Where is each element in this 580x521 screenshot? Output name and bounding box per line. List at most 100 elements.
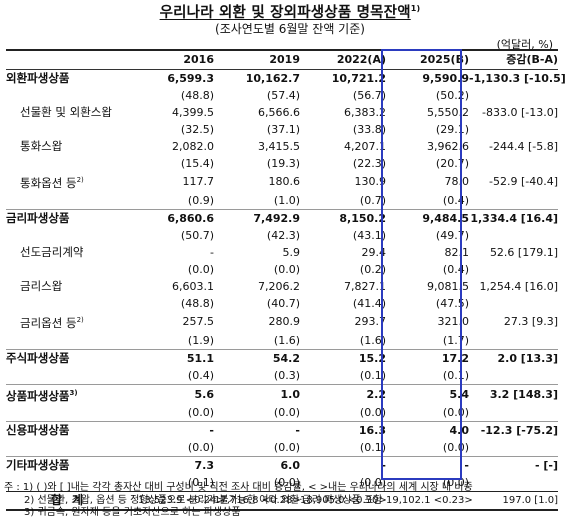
row-footnote-mark: 2): [76, 315, 84, 324]
row-label: 외환파생상품: [6, 69, 138, 87]
share-label-empty: [6, 439, 138, 457]
header-2016: 2016: [138, 49, 214, 70]
change-cell: 2.0 [13.3]: [469, 348, 558, 367]
share-change-empty: [469, 332, 558, 350]
value-cell: 54.2: [214, 348, 300, 367]
change-cell: 1,334.4 [16.4]: [469, 208, 558, 227]
share-cell: (0.4): [442, 262, 469, 276]
share-row: (0.1) (0.0) (0.0) (0.0): [6, 474, 558, 492]
value-cell: 6,566.6: [258, 106, 300, 119]
row-label: 통화옵션 등2): [6, 172, 138, 192]
table-row: 선물환 및 외환스왑 4,399.5 6,566.6 6,383.2 5,550.2 -8…: [6, 104, 558, 121]
total-value-cell: 18,905.0 <0.30>: [300, 491, 387, 512]
value-cell: 7.3: [138, 456, 214, 475]
share-label-empty: [6, 367, 138, 385]
share-cell: (1.9): [187, 333, 214, 347]
value-cell: 5.6: [138, 383, 214, 405]
change-cell: 27.3 [9.3]: [503, 315, 558, 329]
row-label-text: 금리파생상품: [6, 210, 70, 225]
row-label: 선물환 및 외환스왑: [6, 104, 138, 121]
row-label-text: 기타파생상품: [6, 458, 70, 473]
share-cell: (1.6): [359, 333, 386, 347]
row-footnote-mark: 3): [69, 388, 78, 397]
unit-label: (억달러, %): [496, 38, 553, 51]
row-label-text: 선도금리계약: [20, 244, 84, 259]
total-label: 합계: [6, 491, 138, 512]
value-cell: 3,415.5: [258, 140, 300, 153]
share-cell: (0.0): [273, 441, 300, 455]
footnotes: 주 : 1) ( )와 [ ]내는 각각 총자산 대비 구성비 및 직전 조사 …: [4, 482, 473, 520]
share-cell: (0.4): [187, 368, 214, 382]
table-row: 금리파생상품 6,860.6 7,492.9 8,150.2 9,484.5 1,334.…: [6, 208, 558, 227]
row-label: 통화스왑: [6, 138, 138, 155]
value-cell: -: [386, 456, 469, 475]
row-label: 상품파생상품3): [6, 383, 138, 405]
row-label: 신용파생상품: [6, 421, 138, 440]
header-label: [6, 49, 138, 70]
table-row: 통화스왑 2,082.0 3,415.5 4,207.1 3,962.6 -244.4 […: [6, 138, 558, 155]
value-cell: -: [210, 245, 214, 259]
row-label-text: 주식파생상품: [6, 350, 70, 365]
row-label-text: 선물환 및 외환스왑: [20, 105, 112, 119]
value-cell: 6,860.6: [138, 208, 214, 227]
share-change-empty: [469, 155, 558, 172]
share-cell: (0.1): [359, 368, 386, 382]
value-cell: 4,399.5: [172, 106, 214, 119]
share-label-empty: [6, 192, 138, 210]
table-row: 통화옵션 등2) 117.7 180.6 130.9 78.0 -52.9 [-40.4]: [6, 172, 558, 192]
row-label: 주식파생상품: [6, 348, 138, 367]
share-label-empty: [6, 155, 138, 172]
row-label-text: 신용파생상품: [6, 423, 70, 438]
title-text: 우리나라 외환 및 장외파생상품 명목잔액: [159, 5, 411, 21]
share-cell: (48.8): [180, 296, 214, 310]
row-footnote-mark: 2): [76, 176, 84, 184]
share-cell: (50.7): [180, 228, 214, 242]
share-cell: (0.3): [273, 368, 300, 382]
share-label-empty: [6, 87, 138, 104]
share-change-empty: [469, 261, 558, 278]
share-cell: (0.1): [187, 476, 214, 490]
value-cell: 5.4: [386, 383, 469, 405]
value-cell: 82.1: [444, 245, 470, 259]
value-cell: 280.9: [268, 315, 301, 329]
footnote-1: 주 : 1) ( )와 [ ]내는 각각 총자산 대비 구성비 및 직전 조사 …: [4, 482, 473, 493]
share-row: (15.4) (19.3) (22.3) (20.7): [6, 155, 558, 172]
share-row: (0.0) (0.0) (0.1) (0.0): [6, 439, 558, 457]
share-cell: (19.3): [266, 157, 300, 170]
value-cell: 2,082.0: [172, 140, 214, 153]
share-cell: (48.8): [180, 89, 214, 102]
table-subtitle: (조사연도별 6월말 잔액 기준): [215, 22, 365, 36]
change-cell: -1,130.3 [-10.5]: [469, 69, 566, 87]
change-cell: 3.2 [148.3]: [469, 383, 558, 405]
value-cell: -: [300, 456, 386, 475]
share-cell: (32.5): [180, 123, 214, 136]
share-cell: (0.2): [359, 262, 386, 276]
value-cell: 10,162.7: [214, 69, 300, 87]
share-cell: (22.3): [352, 157, 386, 170]
value-cell: 17.2: [386, 348, 469, 367]
footnote-2: 2) 선물환, 스왑, 옵션 등 정형상품으로 분리가 불가능한 여타 외환·금…: [24, 494, 383, 506]
share-cell: (0.7): [359, 193, 386, 207]
value-cell: -: [138, 421, 214, 440]
share-cell: (0.0): [359, 406, 386, 420]
share-change-empty: [469, 192, 558, 210]
share-cell: (40.7): [266, 296, 300, 310]
share-cell: (43.1): [352, 228, 386, 242]
row-label: 선도금리계약: [6, 244, 138, 261]
value-cell: 3,962.6: [427, 140, 469, 153]
value-cell: 51.1: [138, 348, 214, 367]
value-cell: 9,590.9: [386, 69, 469, 87]
total-value-cell: 13,523.9 <0.24>: [138, 491, 225, 512]
value-cell: 7,827.1: [344, 279, 386, 293]
share-cell: (1.7): [442, 333, 469, 347]
share-cell: (0.0): [442, 441, 469, 455]
table-row: 주식파생상품 51.1 54.2 15.2 17.2 2.0 [13.3]: [6, 348, 558, 367]
value-cell: 5,550.2: [427, 106, 469, 119]
total-value-cell: 17,716.8 <0.28>: [214, 491, 301, 512]
change-cell: -52.9 [-40.4]: [488, 175, 558, 189]
table-body: 외환파생상품 6,599.3 10,162.7 10,721.2 9,590.9 -1,1…: [6, 69, 566, 512]
share-change-empty: [469, 474, 558, 492]
share-change-empty: [469, 367, 558, 385]
share-cell: (0.0): [273, 476, 300, 490]
value-cell: 293.7: [354, 315, 387, 329]
